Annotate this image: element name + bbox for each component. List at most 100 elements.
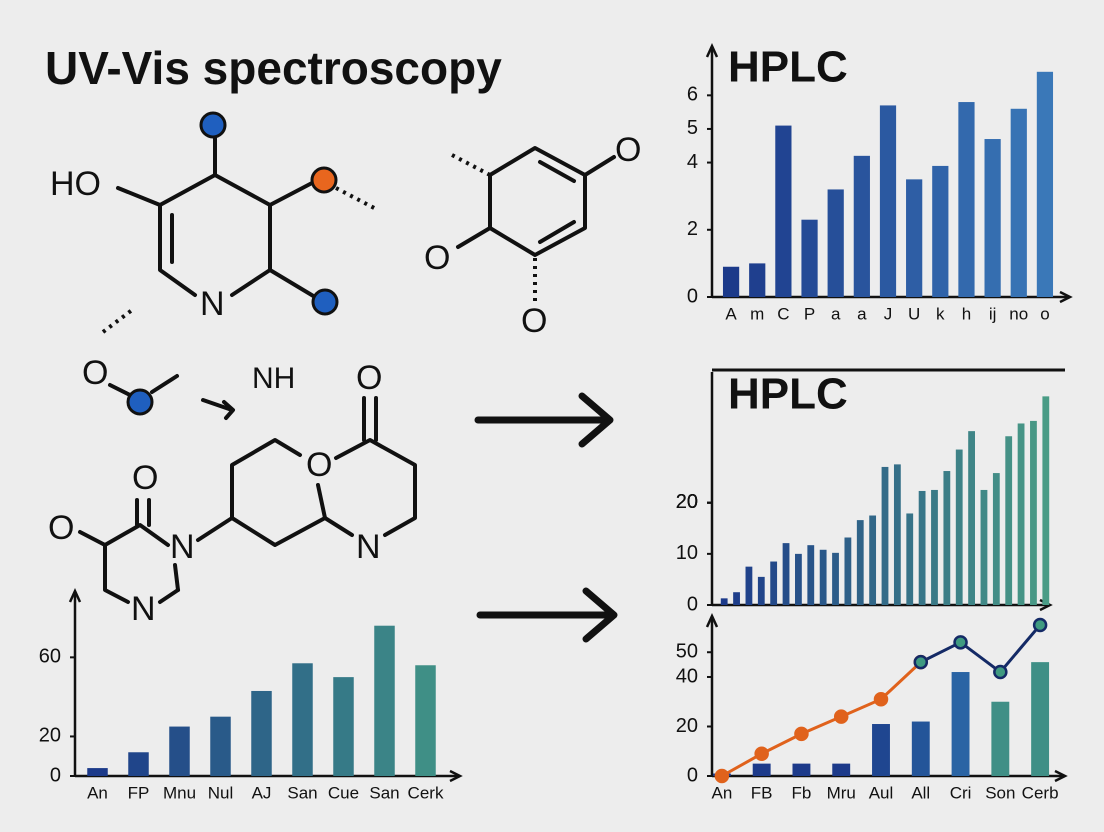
x-tick-label: FB (751, 783, 773, 802)
bar (757, 576, 765, 605)
bond (201, 398, 234, 412)
bar (879, 105, 897, 298)
x-tick-label: Son (985, 783, 1015, 802)
bar (775, 125, 792, 297)
y-tick-label: 40 (676, 665, 698, 687)
bar (792, 763, 811, 776)
x-tick-label: A (725, 304, 737, 323)
bond (108, 383, 132, 397)
bar (856, 520, 864, 605)
y-tick-label: 5 (687, 117, 698, 139)
bar (782, 543, 790, 605)
bar (87, 768, 108, 776)
molecule: HO N O NH (50, 111, 379, 420)
x-tick-label: Mnu (163, 783, 196, 802)
x-tick-label: San (369, 783, 399, 802)
bar (745, 566, 753, 605)
y-tick-label: 10 (676, 542, 698, 564)
line (920, 624, 1042, 675)
bar (984, 139, 1001, 297)
y-tick-label: 2 (687, 218, 698, 240)
bar (169, 726, 190, 776)
chart-title: HPLC (728, 43, 848, 92)
bar (210, 716, 231, 776)
y-tick-label: 6 (687, 84, 698, 106)
x-tick-label: An (87, 783, 108, 802)
bar (881, 466, 889, 605)
x-tick-label: An (711, 783, 732, 802)
marker (1032, 617, 1048, 633)
bar (801, 219, 818, 297)
x-tick-label: a (857, 304, 867, 323)
bond (150, 374, 179, 394)
bar (1017, 423, 1025, 605)
axis-arrow (68, 587, 82, 603)
molecule: O O N O O N N (48, 359, 417, 628)
bar (911, 721, 930, 776)
y-tick-label: 0 (50, 764, 61, 786)
y-tick-label: 60 (39, 646, 61, 668)
y-tick-label: 20 (676, 491, 698, 513)
atom-label: O (615, 131, 641, 169)
x-tick-label: U (908, 304, 920, 323)
bar (807, 545, 815, 605)
x-tick-label: m (750, 304, 764, 323)
x-tick-label: C (777, 304, 789, 323)
atom-label: O (356, 359, 382, 397)
bar (1030, 420, 1037, 605)
x-tick-label: Cue (328, 783, 359, 802)
axis-arrow (705, 612, 719, 628)
bar (932, 165, 949, 297)
chart-title: HPLC (728, 370, 848, 419)
x-tick-label: ij (989, 304, 997, 323)
page-title: UV-Vis spectroscopy (45, 42, 502, 94)
bar (968, 431, 975, 605)
bar (992, 473, 1000, 605)
x-tick-label: Aul (869, 783, 894, 802)
atom-dot (199, 111, 227, 139)
x-tick-label: h (962, 304, 971, 323)
bar (752, 763, 771, 776)
bar (733, 592, 740, 605)
y-tick-label: 20 (676, 491, 698, 513)
bond (196, 516, 234, 542)
bar (374, 625, 395, 776)
atom-label: HO (50, 165, 101, 203)
y-tick-label: 4 (687, 151, 698, 173)
marker (953, 635, 968, 650)
bond (334, 438, 417, 537)
bar (872, 724, 890, 776)
bond (538, 220, 576, 244)
marker (913, 654, 929, 670)
bar (292, 663, 313, 776)
x-tick-label: no (1009, 304, 1028, 323)
bar (951, 672, 970, 776)
bond (268, 268, 317, 299)
x-tick-label: Cerb (1022, 783, 1059, 802)
atom-label: O (48, 509, 74, 547)
x-tick-label: J (884, 304, 893, 323)
y-tick-label: 20 (39, 725, 61, 747)
marker (714, 768, 730, 784)
marker (794, 726, 809, 742)
atom-label: N (170, 528, 195, 566)
atom-dot (310, 166, 338, 194)
bar (819, 549, 827, 605)
x-tick-label: FP (128, 783, 150, 802)
bar (980, 489, 988, 605)
y-tick-label: 20 (676, 715, 698, 737)
axis-arrow (1059, 290, 1073, 304)
bond (316, 483, 327, 520)
x-tick-label: Cerk (408, 783, 444, 802)
bar (128, 752, 149, 776)
y-tick-label: 50 (676, 641, 698, 663)
atom-label: O (424, 239, 450, 277)
atom-label: N (356, 528, 381, 566)
y-tick-label: 20 (676, 491, 698, 513)
bar (722, 266, 740, 297)
bar (991, 701, 1010, 776)
x-tick-label: Nul (208, 783, 234, 802)
bar (853, 155, 870, 297)
bar (906, 179, 923, 297)
